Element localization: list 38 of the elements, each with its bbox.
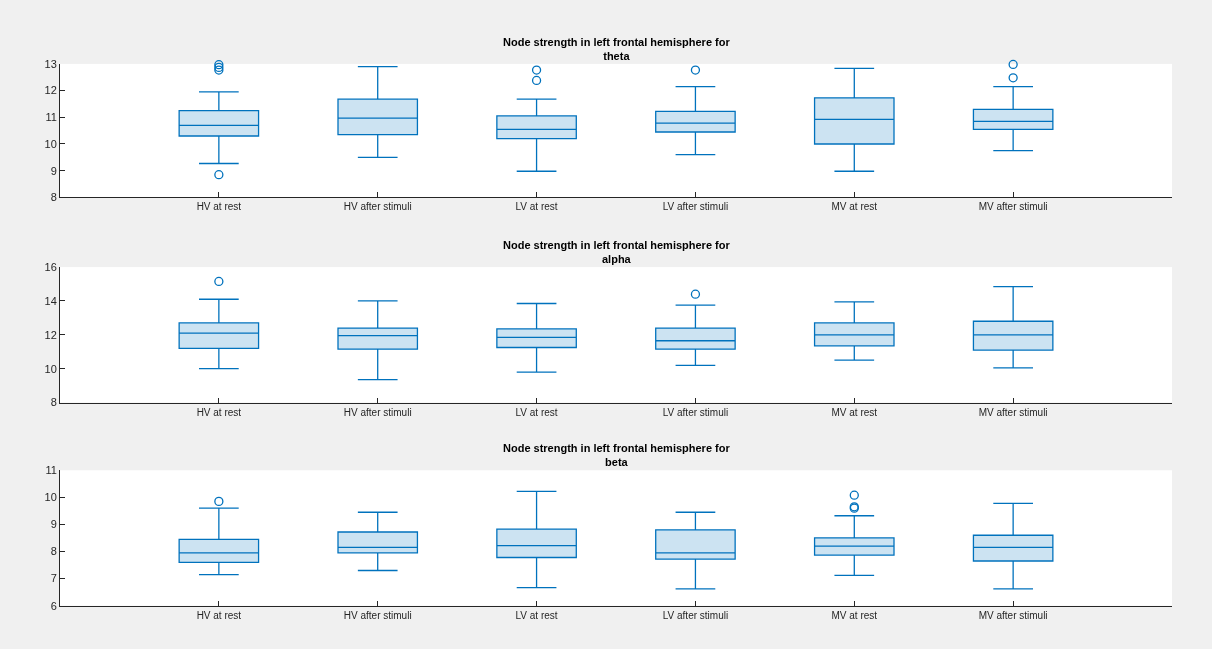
y-tick-label: 9: [50, 164, 57, 177]
x-tick-label: MV at rest: [831, 609, 878, 621]
chart-title: Node strength in left frontal hemisphere for alpha: [503, 239, 731, 266]
x-tick-label: HV at rest: [196, 201, 242, 213]
x-tick-label: HV after stimuli: [343, 406, 412, 418]
y-tick-label: 6: [50, 599, 57, 612]
y-tick-label: 11: [45, 464, 57, 477]
y-tick-label: 10: [44, 491, 57, 504]
y-tick-label: 11: [45, 111, 57, 124]
x-tick-label: LV at rest: [515, 406, 558, 418]
x-tick-label: LV after stimuli: [662, 609, 729, 621]
y-tick-label: 10: [44, 362, 57, 375]
y-tick-label: 10: [44, 137, 57, 150]
x-tick-label: MV at rest: [831, 406, 878, 418]
y-tick-label: 12: [44, 328, 57, 341]
x-tick-label: MV after stimuli: [978, 201, 1048, 213]
y-tick-label: 13: [44, 57, 57, 70]
y-tick-label: 12: [44, 84, 57, 97]
x-tick-label: HV at rest: [196, 406, 242, 418]
y-tick-label: 7: [50, 572, 57, 585]
y-tick-label: 8: [50, 191, 57, 204]
x-tick-label: LV after stimuli: [662, 201, 729, 213]
x-tick-label: MV after stimuli: [978, 609, 1048, 621]
x-tick-label: MV at rest: [831, 201, 878, 213]
x-tick-label: HV at rest: [196, 609, 242, 621]
x-tick-label: HV after stimuli: [343, 609, 412, 621]
chart-title: Node strength in left frontal hemisphere for theta: [503, 36, 731, 63]
y-tick-label: 9: [50, 518, 57, 531]
y-tick-label: 16: [44, 260, 57, 273]
x-tick-label: HV after stimuli: [343, 201, 412, 213]
chart-title: Node strength in left frontal hemisphere for beta: [503, 442, 731, 469]
y-tick-label: 14: [44, 294, 57, 307]
y-tick-label: 8: [50, 545, 57, 558]
x-tick-label: LV at rest: [515, 609, 558, 621]
y-tick-label: 8: [50, 396, 57, 409]
x-tick-label: LV after stimuli: [662, 406, 729, 418]
x-tick-label: MV after stimuli: [978, 406, 1048, 418]
x-tick-label: LV at rest: [515, 201, 558, 213]
